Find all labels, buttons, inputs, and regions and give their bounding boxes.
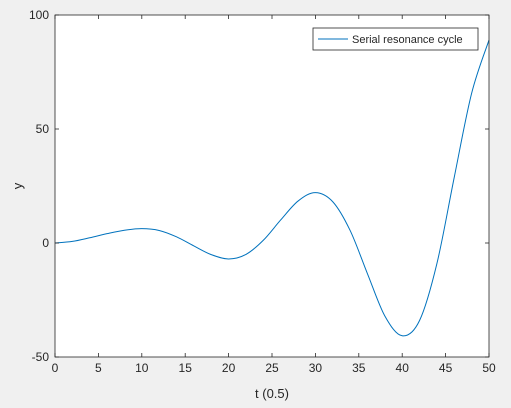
x-tick-label: 45	[439, 361, 453, 375]
legend: Serial resonance cycle	[312, 27, 479, 51]
y-axis-label: y	[10, 182, 25, 189]
series-layer	[54, 39, 490, 337]
x-tick-label: 35	[352, 361, 366, 375]
x-tick-label: 5	[95, 361, 102, 375]
y-tick-label: 100	[29, 8, 49, 22]
x-axis-label: t (0.5)	[255, 386, 289, 401]
plot-area	[55, 15, 489, 357]
x-tick-label: 15	[179, 361, 193, 375]
x-tick-label: 50	[482, 361, 496, 375]
y-tick-label: 0	[42, 236, 49, 250]
legend-label: Serial resonance cycle	[352, 34, 463, 46]
x-tick-label: 30	[309, 361, 323, 375]
x-tick-label: 10	[135, 361, 149, 375]
x-tick-label: 20	[222, 361, 236, 375]
x-tick-label: 40	[396, 361, 410, 375]
y-tick-label: 50	[36, 122, 50, 136]
series-line-0	[54, 39, 490, 337]
x-tick-label: 25	[265, 361, 279, 375]
legend-box	[312, 27, 479, 51]
x-tick-label: 0	[52, 361, 59, 375]
y-tick-label: -50	[32, 350, 50, 364]
